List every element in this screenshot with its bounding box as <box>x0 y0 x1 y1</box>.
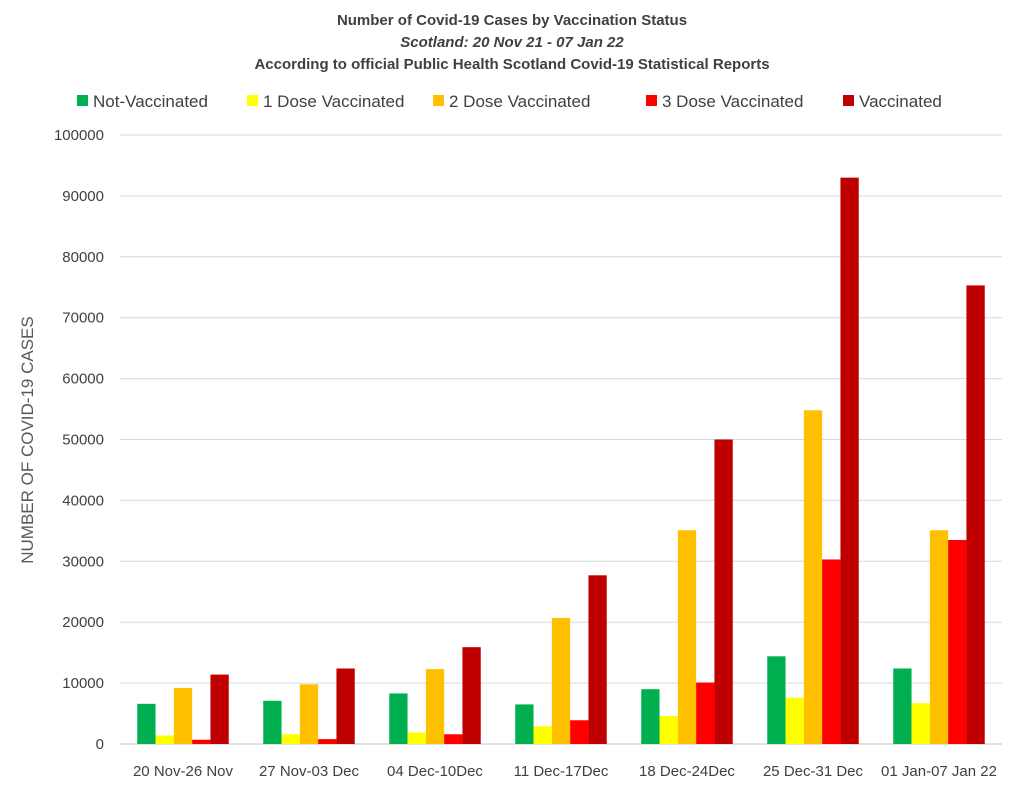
bar-vaccinated <box>336 668 355 744</box>
bar-2-dose-vaccinated <box>173 687 193 744</box>
bar-2-dose-vaccinated <box>803 410 823 744</box>
y-tick-label: 50000 <box>62 432 104 449</box>
chart-subtitle-source: According to official Public Health Scot… <box>254 56 769 73</box>
y-tick-label: 80000 <box>62 249 104 266</box>
legend-label: 2 Dose Vaccinated <box>449 92 590 111</box>
legend-swatch <box>77 95 88 106</box>
legend-swatch <box>247 95 258 106</box>
legend-swatch <box>843 95 854 106</box>
bar-vaccinated <box>966 285 985 744</box>
bar-not-vaccinated <box>389 693 408 744</box>
y-tick-label: 60000 <box>62 371 104 388</box>
bar-1-dose-vaccinated <box>533 726 552 744</box>
bar-vaccinated <box>462 647 481 744</box>
bar-vaccinated <box>210 674 229 744</box>
legend-swatch <box>433 95 444 106</box>
y-tick-label: 70000 <box>62 310 104 327</box>
bar-1-dose-vaccinated <box>281 734 300 744</box>
bar-not-vaccinated <box>893 668 912 744</box>
bar-2-dose-vaccinated <box>677 530 697 744</box>
bar-1-dose-vaccinated <box>659 715 678 744</box>
bar-vaccinated <box>840 177 859 744</box>
x-tick-label: 25 Dec-31 Dec <box>763 763 864 780</box>
bar-3-dose-vaccinated <box>570 720 589 744</box>
chart-subtitle: Scotland: 20 Nov 21 - 07 Jan 22 <box>400 34 624 51</box>
bar-2-dose-vaccinated <box>929 530 949 744</box>
bar-2-dose-vaccinated <box>425 669 445 744</box>
bar-3-dose-vaccinated <box>192 739 211 744</box>
x-axis-ticks: 20 Nov-26 Nov 27 Nov-03 Dec 04 Dec-10Dec 11… <box>133 763 997 780</box>
bars <box>137 177 985 744</box>
x-tick-label: 01 Jan-07 Jan 22 <box>881 763 997 780</box>
legend-label: Not-Vaccinated <box>93 92 208 111</box>
bar-1-dose-vaccinated <box>407 732 426 744</box>
y-tick-label: 20000 <box>62 614 104 631</box>
bar-vaccinated <box>588 575 607 744</box>
x-tick-label: 27 Nov-03 Dec <box>259 763 360 780</box>
bar-1-dose-vaccinated <box>911 703 930 744</box>
bar-not-vaccinated <box>767 656 786 744</box>
bar-3-dose-vaccinated <box>948 539 967 744</box>
y-axis-label: NUMBER OF COVID-19 CASES <box>18 316 37 564</box>
bar-2-dose-vaccinated <box>299 684 319 744</box>
chart-title: Number of Covid-19 Cases by Vaccination … <box>337 12 687 29</box>
bar-not-vaccinated <box>137 703 156 744</box>
x-tick-label: 18 Dec-24Dec <box>639 763 735 780</box>
bar-2-dose-vaccinated <box>551 617 571 744</box>
bar-3-dose-vaccinated <box>444 734 463 744</box>
bar-1-dose-vaccinated <box>155 735 174 744</box>
legend-label: 3 Dose Vaccinated <box>662 92 803 111</box>
legend: Not-Vaccinated 1 Dose Vaccinated 2 Dose Va… <box>77 92 942 111</box>
bar-1-dose-vaccinated <box>785 697 804 744</box>
bar-not-vaccinated <box>641 689 660 744</box>
y-tick-label: 0 <box>96 736 104 753</box>
bar-not-vaccinated <box>263 700 282 744</box>
legend-label: Vaccinated <box>859 92 942 111</box>
x-tick-label: 04 Dec-10Dec <box>387 763 483 780</box>
legend-swatch <box>646 95 657 106</box>
y-tick-label: 100000 <box>54 127 104 144</box>
x-tick-label: 20 Nov-26 Nov <box>133 763 234 780</box>
legend-label: 1 Dose Vaccinated <box>263 92 404 111</box>
y-tick-label: 90000 <box>62 188 104 205</box>
bar-3-dose-vaccinated <box>822 559 841 744</box>
bar-3-dose-vaccinated <box>318 739 337 744</box>
y-axis-ticks: 0 10000 20000 30000 40000 50000 60000 70000 8000… <box>54 127 104 753</box>
bar-vaccinated <box>714 439 733 744</box>
y-tick-label: 10000 <box>62 675 104 692</box>
bar-3-dose-vaccinated <box>696 682 715 744</box>
x-tick-label: 11 Dec-17Dec <box>514 763 609 780</box>
bar-not-vaccinated <box>515 704 534 744</box>
y-tick-label: 30000 <box>62 553 104 570</box>
y-tick-label: 40000 <box>62 492 104 509</box>
